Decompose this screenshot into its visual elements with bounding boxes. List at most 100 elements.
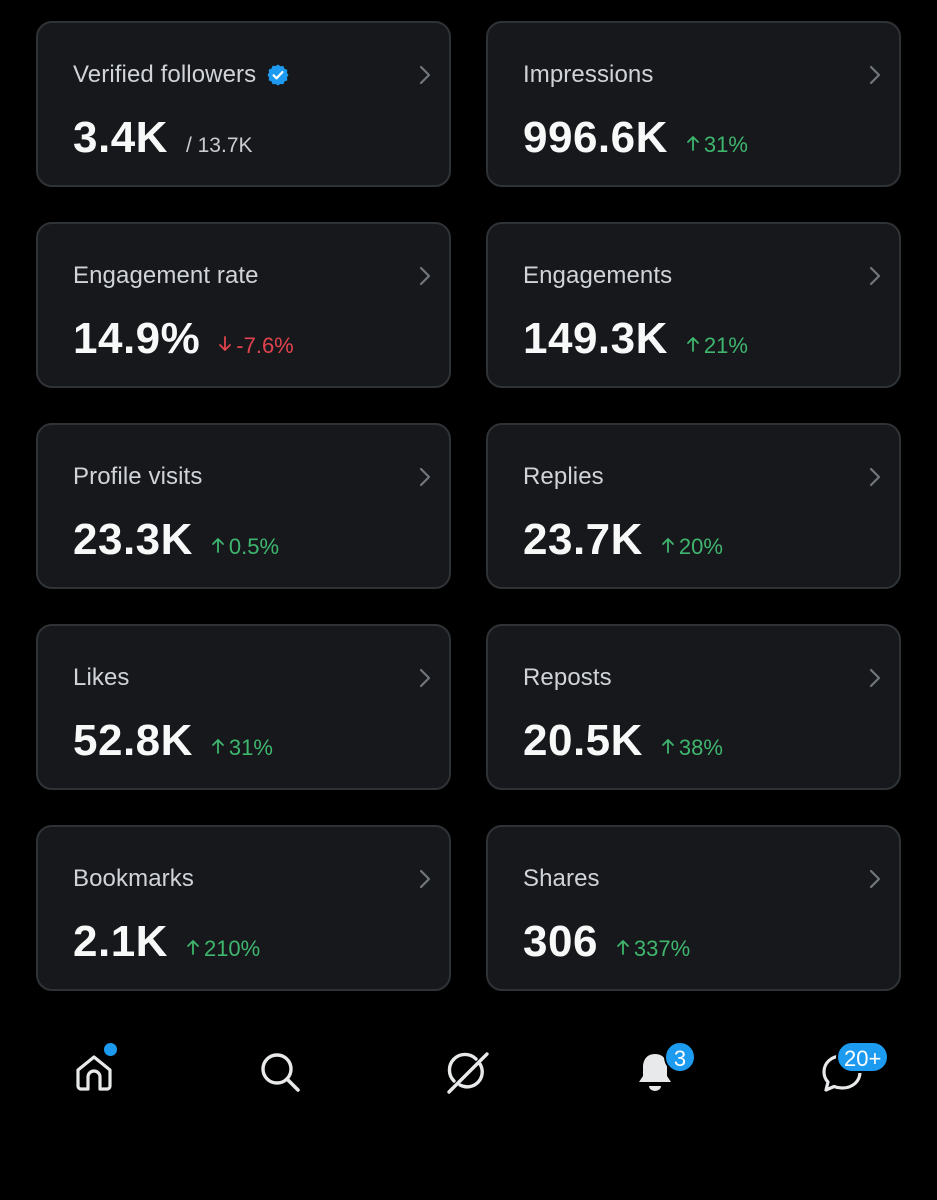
chevron-right-icon: [869, 65, 881, 85]
value-row: 14.9% -7.6%: [73, 314, 294, 364]
nav-home[interactable]: [64, 1042, 124, 1102]
metric-delta: 210%: [186, 936, 260, 962]
arrow-down-icon: [219, 336, 232, 351]
metric-value: 149.3K: [523, 314, 668, 363]
chevron-right-icon: [419, 266, 431, 286]
card-label: Shares: [523, 865, 600, 892]
metric-value: 2.1K: [73, 917, 168, 966]
metric-delta: -7.6%: [218, 333, 294, 359]
card-title: Bookmarks: [73, 865, 194, 893]
card-title: Reposts: [523, 664, 612, 692]
metric-delta: 31%: [211, 735, 273, 761]
value-row: 996.6K 31%: [523, 113, 748, 163]
arrow-up-icon: [212, 739, 224, 754]
metric-total: / 13.7K: [185, 134, 253, 157]
messages-badge: 20+: [836, 1041, 890, 1073]
chevron-right-icon: [869, 266, 881, 286]
metrics-grid: Verified followers 3.4K / 13.7K Impressi…: [36, 21, 901, 991]
arrow-up-icon: [187, 940, 199, 955]
notifications-bell-icon: [639, 1054, 671, 1091]
arrow-up-icon: [662, 739, 674, 754]
search-icon: [261, 1053, 300, 1092]
card-engagement-rate[interactable]: Engagement rate 14.9% -7.6%: [36, 222, 451, 388]
nav-search[interactable]: [250, 1042, 310, 1102]
arrow-up-icon: [617, 940, 629, 955]
card-engagements[interactable]: Engagements 149.3K 21%: [486, 222, 901, 388]
nav-notifications[interactable]: 3: [625, 1041, 696, 1102]
value-row: 23.3K 0.5%: [73, 515, 279, 565]
home-icon: [76, 1055, 112, 1091]
chevron-right-icon: [869, 467, 881, 487]
metric-delta: 38%: [661, 735, 723, 761]
delta-value: 0.5%: [228, 534, 280, 559]
arrow-up-icon: [212, 538, 224, 553]
delta-value: 210%: [203, 936, 261, 961]
card-label: Bookmarks: [73, 865, 194, 892]
card-title: Likes: [73, 664, 130, 692]
card-title: Impressions: [523, 61, 653, 89]
bottom-nav: 3 20+: [0, 1030, 937, 1120]
card-title: Engagement rate: [73, 262, 259, 290]
card-label: Likes: [73, 664, 130, 691]
metric-delta: 0.5%: [211, 534, 279, 560]
notifications-badge: 3: [664, 1041, 696, 1073]
card-reposts[interactable]: Reposts 20.5K 38%: [486, 624, 901, 790]
delta-value: 21%: [703, 333, 748, 358]
arrow-up-icon: [686, 136, 699, 151]
metric-value: 23.3K: [73, 515, 193, 564]
card-title: Replies: [523, 463, 604, 491]
arrow-up-icon: [662, 538, 674, 553]
card-label: Engagements: [523, 262, 673, 289]
grok-icon: [447, 1052, 489, 1094]
card-impressions[interactable]: Impressions 996.6K 31%: [486, 21, 901, 187]
arrow-up-icon: [686, 337, 699, 352]
metric-value: 23.7K: [523, 515, 643, 564]
card-label: Impressions: [523, 61, 654, 88]
card-title: Profile visits: [73, 463, 202, 491]
nav-grok[interactable]: [437, 1042, 497, 1102]
card-label: Reposts: [523, 664, 612, 691]
value-row: 306 337%: [523, 917, 690, 967]
value-row: 23.7K 20%: [523, 515, 723, 565]
chevron-right-icon: [419, 467, 431, 487]
card-title: Verified followers: [73, 61, 290, 89]
chevron-right-icon: [419, 65, 431, 85]
card-bookmarks[interactable]: Bookmarks 2.1K 210%: [36, 825, 451, 991]
card-profile-visits[interactable]: Profile visits 23.3K 0.5%: [36, 423, 451, 589]
nav-messages[interactable]: 20+: [812, 1041, 890, 1102]
delta-value: 337%: [633, 936, 691, 961]
card-label: Engagement rate: [73, 262, 259, 289]
value-row: 52.8K 31%: [73, 716, 273, 766]
card-replies[interactable]: Replies 23.7K 20%: [486, 423, 901, 589]
verified-badge-icon: [267, 64, 289, 86]
card-likes[interactable]: Likes 52.8K 31%: [36, 624, 451, 790]
card-title: Shares: [523, 865, 600, 893]
delta-value: -7.6%: [236, 333, 294, 358]
metric-value: 14.9%: [73, 314, 201, 363]
metric-value: 52.8K: [73, 716, 193, 765]
delta-value: 31%: [703, 132, 748, 157]
delta-value: 38%: [678, 735, 723, 760]
card-title: Engagements: [523, 262, 672, 290]
metric-delta: 337%: [616, 936, 690, 962]
metric-value: 3.4K: [73, 113, 168, 162]
delta-value: 31%: [228, 735, 273, 760]
metric-delta: 31%: [686, 132, 748, 158]
chevron-right-icon: [419, 668, 431, 688]
chevron-right-icon: [419, 869, 431, 889]
card-label: Replies: [523, 463, 604, 490]
metric-delta: 21%: [686, 333, 748, 359]
card-label: Profile visits: [73, 463, 203, 490]
value-row: 20.5K 38%: [523, 716, 723, 766]
home-notification-dot: [104, 1043, 117, 1056]
metric-value: 996.6K: [523, 113, 668, 162]
chevron-right-icon: [869, 668, 881, 688]
card-shares[interactable]: Shares 306 337%: [486, 825, 901, 991]
chevron-right-icon: [869, 869, 881, 889]
card-label: Verified followers: [73, 61, 257, 88]
metric-value: 20.5K: [523, 716, 643, 765]
delta-value: 20%: [678, 534, 723, 559]
value-row: 2.1K 210%: [73, 917, 260, 967]
card-verified-followers[interactable]: Verified followers 3.4K / 13.7K: [36, 21, 451, 187]
